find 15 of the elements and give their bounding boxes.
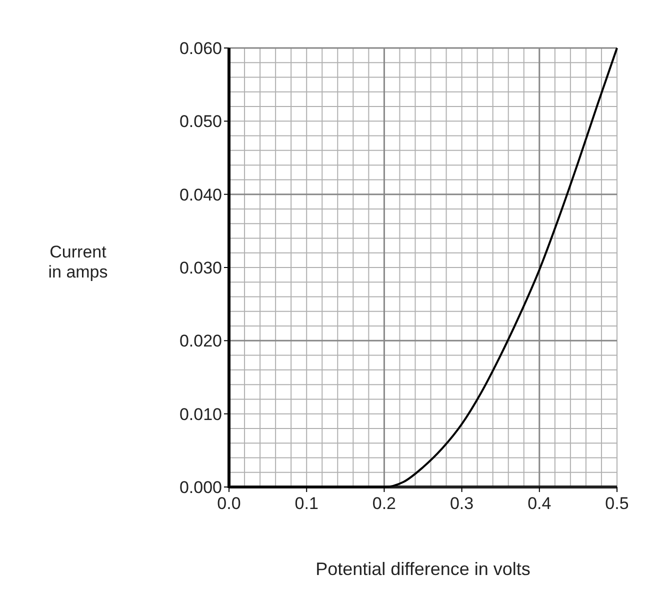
x-tick-label: 0.3 <box>450 494 474 513</box>
x-tick-label: 0.2 <box>372 494 396 513</box>
y-tick-label: 0.040 <box>179 185 222 204</box>
y-tick-label: 0.000 <box>179 478 222 497</box>
x-tick-label: 0.0 <box>217 494 241 513</box>
y-tick-label: 0.060 <box>179 39 222 58</box>
y-axis-title: Current in amps <box>48 242 108 282</box>
x-tick-label: 0.5 <box>605 494 629 513</box>
y-tick-label: 0.020 <box>179 332 222 351</box>
x-tick-label: 0.1 <box>294 494 318 513</box>
x-tick-label: 0.4 <box>528 494 552 513</box>
y-tick-label: 0.050 <box>179 112 222 132</box>
y-tick-label: 0.010 <box>179 404 222 424</box>
x-axis-title: Potential difference in volts <box>316 559 530 579</box>
y-tick-label: 0.030 <box>179 258 222 278</box>
